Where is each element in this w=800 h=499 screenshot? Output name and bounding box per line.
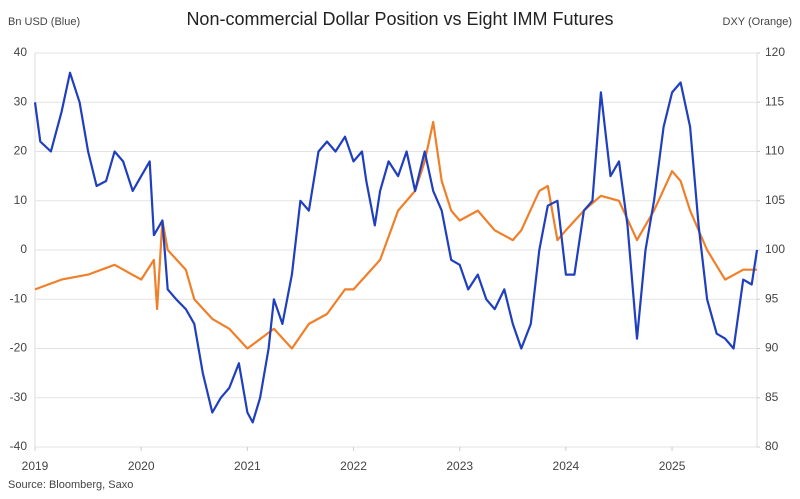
y-tick-label: -30 <box>10 390 28 404</box>
chart-title: Non-commercial Dollar Position vs Eight … <box>186 9 613 29</box>
x-tick-label: 2019 <box>22 459 49 473</box>
y2-tick-label: 100 <box>765 242 785 256</box>
y2-tick-label: 120 <box>765 45 785 59</box>
x-tick-label: 2021 <box>234 459 261 473</box>
y2-tick-label: 95 <box>765 291 779 305</box>
line-series <box>33 71 759 424</box>
y2-tick-label: 85 <box>765 390 779 404</box>
y-tick-label: -20 <box>10 341 28 355</box>
y2-tick-label: 90 <box>765 341 779 355</box>
y2-axis-label: DXY (Orange) <box>723 16 793 28</box>
x-tick-label: 2024 <box>553 459 580 473</box>
y-tick-label: 0 <box>20 242 27 256</box>
y2-tick-label: 105 <box>765 193 785 207</box>
y-tick-label: 40 <box>14 45 28 59</box>
y2-tick-label: 110 <box>765 144 784 158</box>
y-axis-label: Bn USD (Blue) <box>8 16 80 28</box>
x-tick-label: 2022 <box>340 459 367 473</box>
x-tick-label: 2025 <box>659 459 686 473</box>
y-tick-label: 10 <box>14 193 28 207</box>
y-tick-label: 20 <box>14 144 28 158</box>
y2-tick-label: 115 <box>765 94 784 108</box>
x-tick-label: 2020 <box>128 459 155 473</box>
y-tick-label: 30 <box>14 94 28 108</box>
x-tick-label: 2023 <box>446 459 473 473</box>
y-tick-label: -10 <box>10 291 28 305</box>
line-series <box>34 120 757 350</box>
y-tick-label: -40 <box>10 439 28 453</box>
source: Source: Bloomberg, Saxo <box>8 479 133 491</box>
y2-tick-label: 80 <box>765 439 779 453</box>
